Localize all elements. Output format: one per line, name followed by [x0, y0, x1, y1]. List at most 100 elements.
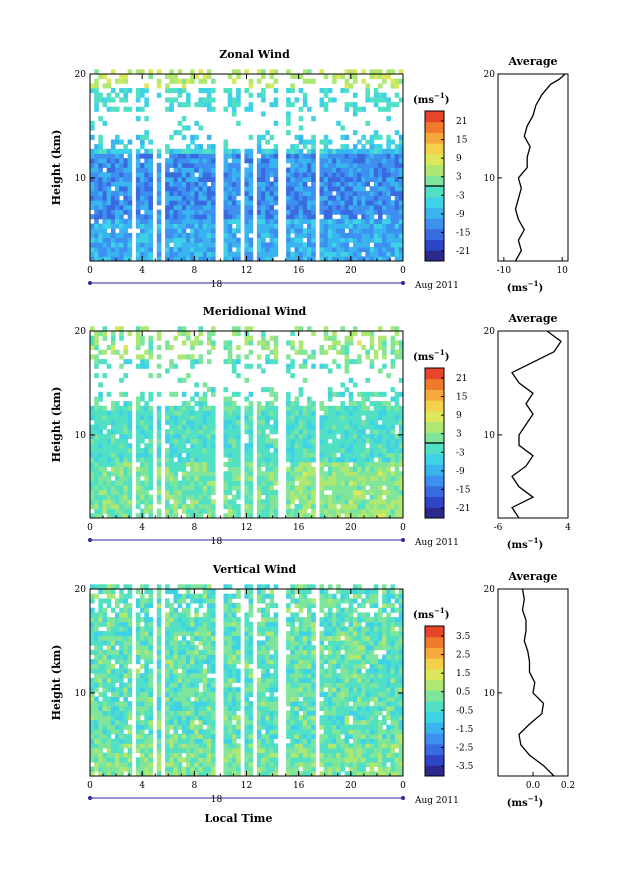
heatmap-cell: [273, 396, 279, 402]
heatmap-cell: [140, 471, 145, 477]
heatmap-cell: [323, 195, 329, 201]
heatmap-cell: [273, 757, 279, 763]
heatmap-cell: [190, 466, 195, 472]
heatmap-cell: [140, 466, 145, 472]
heatmap-cell: [348, 696, 354, 702]
heatmap-cell: [261, 195, 266, 201]
heatmap-cell: [198, 153, 204, 159]
heatmap-cell: [311, 195, 316, 201]
heatmap-cell: [378, 368, 383, 374]
heatmap-cell: [311, 167, 316, 173]
heatmap-cell: [378, 209, 383, 215]
heatmap-cell: [135, 447, 141, 453]
heatmap-cell: [173, 415, 179, 421]
heatmap-cell: [90, 153, 95, 159]
heatmap-cell: [181, 176, 187, 182]
heatmap-cell: [248, 83, 254, 89]
heatmap-cell: [211, 190, 216, 196]
heatmap-cell: [98, 228, 103, 234]
heatmap-cell: [344, 457, 350, 463]
heatmap-cell: [181, 475, 187, 481]
heatmap-cell: [156, 167, 162, 173]
heatmap-cell: [135, 88, 141, 94]
heatmap-cell: [202, 715, 208, 721]
heatmap-cell: [115, 134, 120, 140]
heatmap-cell: [352, 256, 358, 262]
heatmap-cell: [231, 195, 237, 201]
heatmap-cell: [148, 251, 153, 257]
heatmap-cell: [269, 457, 275, 463]
heatmap-cell: [165, 176, 170, 182]
heatmap-cell: [378, 106, 383, 112]
heatmap-cell: [177, 701, 183, 707]
chart-title: Zonal Wind: [219, 48, 290, 61]
heatmap-cell: [269, 256, 275, 262]
heatmap-cell: [390, 433, 396, 439]
heatmap-cell: [169, 415, 174, 421]
heatmap-cell: [169, 134, 174, 140]
heatmap-cell: [390, 489, 396, 495]
heatmap-cell: [311, 485, 316, 491]
heatmap-cell: [115, 715, 120, 721]
heatmap-cell: [307, 471, 312, 477]
heatmap-cell: [110, 443, 116, 449]
heatmap-cell: [198, 218, 204, 224]
heatmap-cell: [169, 504, 174, 510]
heatmap-cell: [369, 419, 375, 425]
heatmap-cell: [378, 162, 383, 168]
heatmap-cell: [319, 102, 325, 108]
heatmap-cell: [173, 466, 179, 472]
heatmap-cell: [344, 354, 350, 360]
heatmap-cell: [119, 391, 124, 397]
heatmap-cell: [186, 190, 191, 196]
heatmap-cell: [348, 186, 354, 192]
heatmap-cell: [181, 232, 187, 238]
heatmap-cell: [340, 508, 345, 514]
heatmap-cell: [173, 167, 179, 173]
heatmap-cell: [336, 232, 341, 238]
heatmap-cell: [327, 190, 333, 196]
heatmap-cell: [386, 190, 391, 196]
heatmap-cell: [294, 232, 300, 238]
heatmap-cell: [140, 223, 145, 229]
heatmap-cell: [378, 153, 383, 159]
heatmap-cell: [248, 106, 254, 112]
heatmap-cell: [119, 186, 124, 192]
x-tick-label: 4: [139, 523, 145, 533]
heatmap-cell: [390, 715, 396, 721]
heatmap-cell: [211, 158, 216, 164]
heatmap-cell: [382, 738, 387, 744]
heatmap-cell: [98, 97, 103, 103]
heatmap-cell: [348, 743, 354, 749]
heatmap-cell: [307, 748, 312, 754]
heatmap-cell: [290, 200, 295, 206]
heatmap-cell: [119, 78, 124, 84]
heatmap-cell: [319, 438, 325, 444]
heatmap-cell: [290, 242, 295, 248]
heatmap-cell: [365, 331, 370, 337]
heatmap-cell: [144, 724, 149, 730]
heatmap-cell: [127, 499, 133, 505]
heatmap-cell: [248, 457, 254, 463]
heatmap-cell: [340, 223, 345, 229]
heatmap-cell: [186, 743, 191, 749]
heatmap-cell: [98, 158, 103, 164]
heatmap-cell: [265, 480, 270, 486]
heatmap-cell: [382, 715, 387, 721]
heatmap-cell: [127, 181, 133, 187]
heatmap-cell: [344, 513, 350, 519]
heatmap-cell: [340, 466, 345, 472]
heatmap-cell: [336, 200, 341, 206]
heatmap-cell: [115, 696, 120, 702]
heatmap-cell: [123, 424, 128, 430]
heatmap-cell: [115, 419, 120, 425]
heatmap-cell: [390, 326, 396, 332]
heatmap-cell: [319, 162, 325, 168]
heatmap-cell: [194, 508, 199, 514]
heatmap-cell: [115, 729, 120, 735]
heatmap-cell: [90, 705, 95, 711]
heatmap-cell: [323, 766, 329, 772]
heatmap-cell: [336, 471, 341, 477]
heatmap-cell: [344, 162, 350, 168]
heatmap-cell: [148, 461, 153, 467]
